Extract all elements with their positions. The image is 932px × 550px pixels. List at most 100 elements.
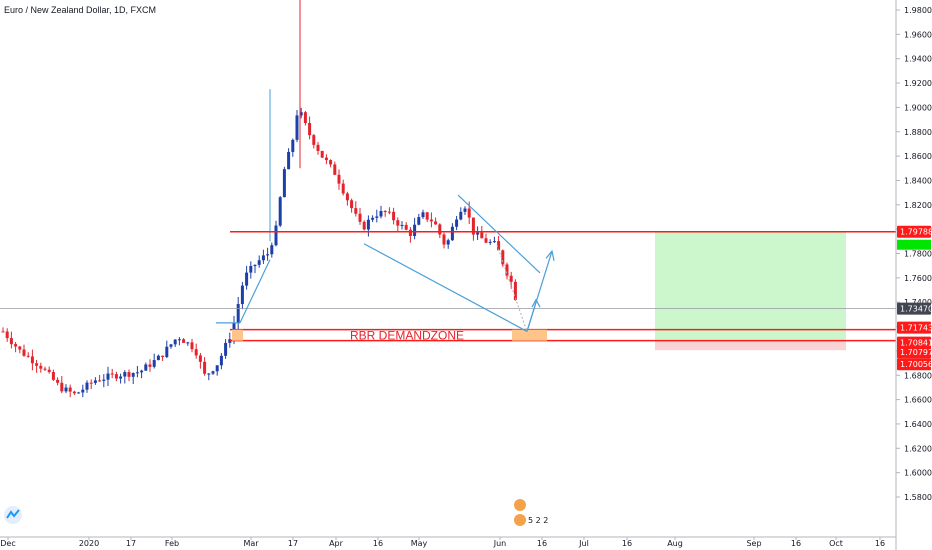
- candle-body: [513, 281, 517, 301]
- candle-body: [182, 339, 186, 343]
- candle-body: [505, 264, 509, 276]
- candle-body: [245, 272, 249, 286]
- y-tick-label: 1.96000: [904, 30, 932, 39]
- y-tick-label: 1.84000: [904, 176, 932, 185]
- candle-body: [194, 349, 198, 356]
- candle-body: [131, 373, 135, 377]
- candle-body: [35, 363, 39, 366]
- candle-body: [240, 285, 244, 305]
- trend-line: [239, 259, 271, 324]
- candle-body: [488, 241, 492, 243]
- price-tag: [897, 225, 931, 238]
- candle-body: [98, 380, 102, 382]
- event-badge-label: 5 2 2: [528, 516, 548, 525]
- x-tick-label: Feb: [165, 539, 179, 548]
- candle-body: [56, 379, 60, 383]
- candle-body: [459, 211, 463, 220]
- candle-body: [316, 144, 320, 151]
- candle-body: [383, 210, 387, 212]
- candle-body: [152, 360, 156, 367]
- candle-body: [51, 372, 55, 380]
- time-axis: Dec 2020 17 Feb Mar 17 Apr 16 May Jun 16 Jul 16 Aug Se…: [0, 536, 896, 548]
- candle-body: [492, 241, 496, 243]
- candle-body: [198, 355, 202, 362]
- demand-zone-retest: [512, 329, 547, 341]
- candle-body: [26, 355, 30, 357]
- candle-body: [408, 229, 412, 236]
- candle-body: [392, 211, 396, 221]
- candle-body: [169, 344, 173, 347]
- candle-body: [287, 151, 291, 170]
- price-tag-label: 1.70056: [900, 360, 932, 369]
- candle-body: [413, 224, 417, 236]
- candle-body: [270, 245, 274, 255]
- candle-body: [110, 373, 114, 375]
- candle-body: [450, 226, 454, 241]
- candle-body: [144, 364, 148, 371]
- arrow-head-icon: [531, 298, 541, 308]
- x-tick-label: 17: [126, 539, 136, 548]
- candle-body: [186, 342, 190, 344]
- arrow-head-icon: [545, 249, 555, 261]
- y-tick-label: 1.62000: [904, 444, 932, 453]
- candle-body: [358, 213, 362, 222]
- price-tag-label: 1.73470: [900, 305, 932, 314]
- candle-body: [219, 355, 223, 366]
- candle-body: [434, 221, 438, 225]
- tradingview-logo-icon: [4, 506, 22, 524]
- candle-body: [421, 212, 425, 218]
- y-tick-label: 1.78000: [904, 250, 932, 259]
- x-tick-label: Jul: [578, 539, 589, 548]
- x-tick-label: Dec: [0, 539, 15, 548]
- candle-body: [320, 150, 324, 158]
- candle-body: [484, 238, 488, 243]
- y-tick-label: 1.94000: [904, 55, 932, 64]
- x-tick-label: 16: [537, 539, 547, 548]
- x-tick-label: 16: [875, 539, 885, 548]
- projection-line: [526, 250, 553, 332]
- candle-body: [308, 123, 312, 136]
- y-tick-label: 1.82000: [904, 201, 932, 210]
- candle-body: [114, 374, 118, 379]
- candle-body: [354, 208, 358, 214]
- stop-loss-box: [655, 340, 846, 351]
- x-tick-label: 16: [622, 539, 632, 548]
- y-tick-label: 1.66000: [904, 396, 932, 405]
- candle-body: [165, 346, 169, 358]
- candle-body: [337, 174, 341, 184]
- candle-body: [282, 169, 286, 198]
- candle-body: [266, 254, 270, 256]
- price-tag-label: 1.71743: [900, 324, 932, 333]
- candle-body: [215, 365, 219, 372]
- candle-body: [324, 157, 328, 161]
- candle-body: [119, 376, 123, 379]
- price-tag: [897, 358, 931, 371]
- candle-body: [417, 217, 421, 225]
- x-tick-label: 2020: [79, 539, 99, 548]
- candle-body: [89, 382, 93, 384]
- y-tick-label: 1.58000: [904, 493, 932, 502]
- candle-body: [9, 338, 13, 345]
- y-tick-label: 1.92000: [904, 79, 932, 88]
- candle-body: [303, 112, 307, 124]
- candle-body: [249, 265, 253, 273]
- y-tick-label: 1.86000: [904, 152, 932, 161]
- candle-body: [257, 260, 261, 265]
- price-tag: [897, 346, 931, 359]
- drawings: RBR DEMANDZONE: [0, 194, 896, 343]
- candle-body: [211, 371, 215, 374]
- candle-body: [446, 240, 450, 245]
- dotted-projection: [496, 244, 528, 332]
- candle-body: [203, 361, 207, 374]
- x-tick-label: 16: [791, 539, 801, 548]
- y-tick-label: 1.88000: [904, 128, 932, 137]
- candle-body: [295, 115, 299, 140]
- candle-body: [501, 250, 505, 265]
- candle-body: [400, 224, 404, 226]
- candle-body: [173, 339, 177, 345]
- x-tick-label: 16: [373, 539, 383, 548]
- x-tick-label: Aug: [667, 539, 683, 548]
- wedge-lower-line: [363, 243, 528, 332]
